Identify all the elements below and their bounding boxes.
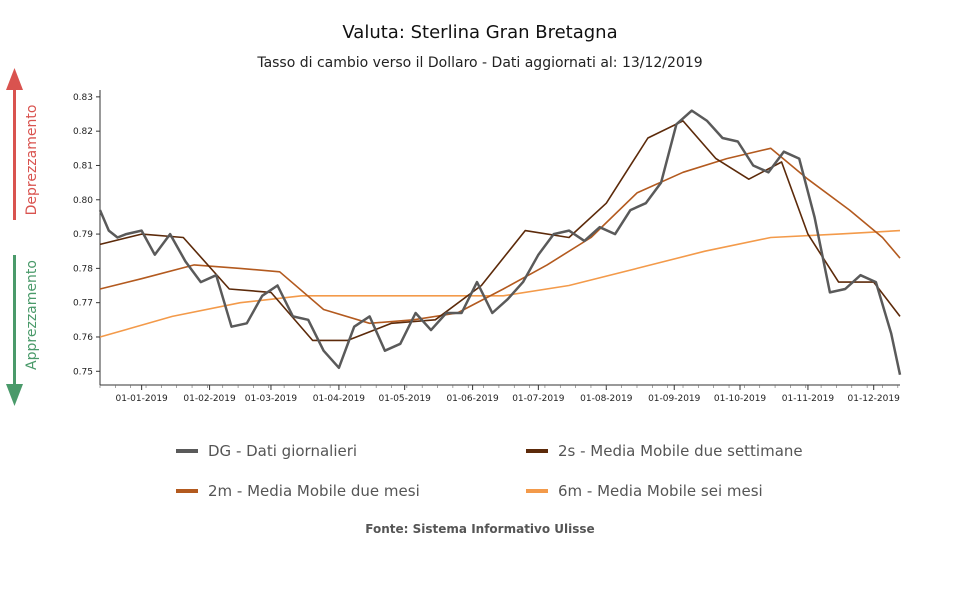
legend-swatch-2m [176,489,198,493]
x-tick-label: 01-02-2019 [183,394,236,404]
x-tick-label: 01-09-2019 [648,394,701,404]
legend-item-6m: 6m - Media Mobile sei mesi [526,482,763,500]
x-tick-label: 01-06-2019 [446,394,499,404]
legend-label-6m: 6m - Media Mobile sei mesi [558,482,763,500]
down-arrow-shaft [13,255,16,387]
x-tick-label: 01-10-2019 [714,394,767,404]
y-tick-label: 0.83 [73,93,93,103]
deprezzamento-label: Deprezzamento [24,105,40,216]
x-tick-label: 01-01-2019 [115,394,168,404]
legend-item-2s: 2s - Media Mobile due settimane [526,442,803,460]
y-tick-label: 0.76 [73,333,93,343]
x-tick-label: 01-03-2019 [245,394,298,404]
y-tick-label: 0.82 [73,127,93,137]
series-2m-line [99,147,901,325]
series-2s-line [99,120,901,342]
chart-title: Valuta: Sterlina Gran Bretagna [342,22,618,43]
x-tick-label: 01-08-2019 [580,394,633,404]
y-tick-label: 0.79 [73,230,93,240]
y-tick-label: 0.77 [73,299,93,309]
up-arrow-shaft [13,88,16,220]
legend-swatch-2s [526,449,548,453]
chart-subtitle: Tasso di cambio verso il Dollaro - Dati … [257,55,703,71]
down-arrow-head [6,384,23,406]
chart-source: Fonte: Sistema Informativo Ulisse [365,522,595,536]
y-tick-label: 0.80 [73,196,93,206]
legend-label-2m: 2m - Media Mobile due mesi [208,482,420,500]
series-6m-line [99,229,901,338]
legend-label-dg: DG - Dati giornalieri [208,442,358,460]
x-tick-label: 01-11-2019 [782,394,835,404]
up-arrow-head [6,68,23,90]
legend-swatch-dg [176,449,198,453]
legend-swatch-6m [526,489,548,493]
x-tick-label: 01-04-2019 [313,394,366,404]
legend-item-2m: 2m - Media Mobile due mesi [176,482,420,500]
apprezzamento-label: Apprezzamento [24,260,40,370]
x-tick-label: 01-07-2019 [512,394,565,404]
series-dg-line [98,109,902,375]
x-tick-label: 01-05-2019 [379,394,432,404]
legend-item-dg: DG - Dati giornalieri [176,442,357,460]
legend-label-2s: 2s - Media Mobile due settimane [558,442,803,460]
x-tick-label: 01-12-2019 [848,394,901,404]
y-tick-label: 0.81 [73,161,93,171]
y-tick-label: 0.75 [73,367,93,377]
y-tick-label: 0.78 [73,264,93,274]
